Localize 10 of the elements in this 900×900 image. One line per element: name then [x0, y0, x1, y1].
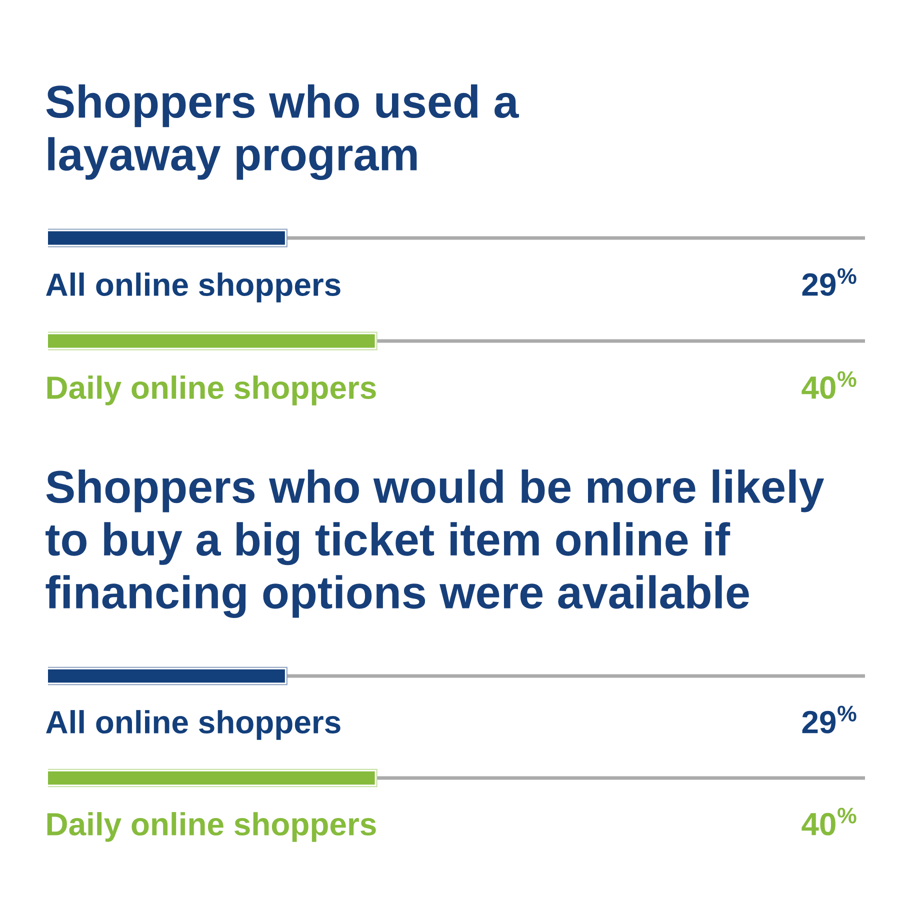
data-label: 40$^{%}$: [802, 371, 856, 399]
data-label: 29$^{%}$: [802, 706, 856, 734]
chart-title: Shoppers who used a layaway program: [46, 84, 519, 180]
y-tick-label: Daily online shoppers: [47, 812, 376, 842]
y-tick-label: All online shoppers: [46, 710, 340, 740]
data-label: 29$^{%}$: [802, 268, 856, 296]
data-label: 40$^{%}$: [802, 808, 856, 836]
y-tick-label: Daily online shoppers: [47, 376, 376, 406]
y-tick-label: All online shoppers: [46, 272, 340, 302]
chart-title: Shoppers who would be more likely to buy a big ticket item online if financing options were available: [46, 469, 824, 618]
